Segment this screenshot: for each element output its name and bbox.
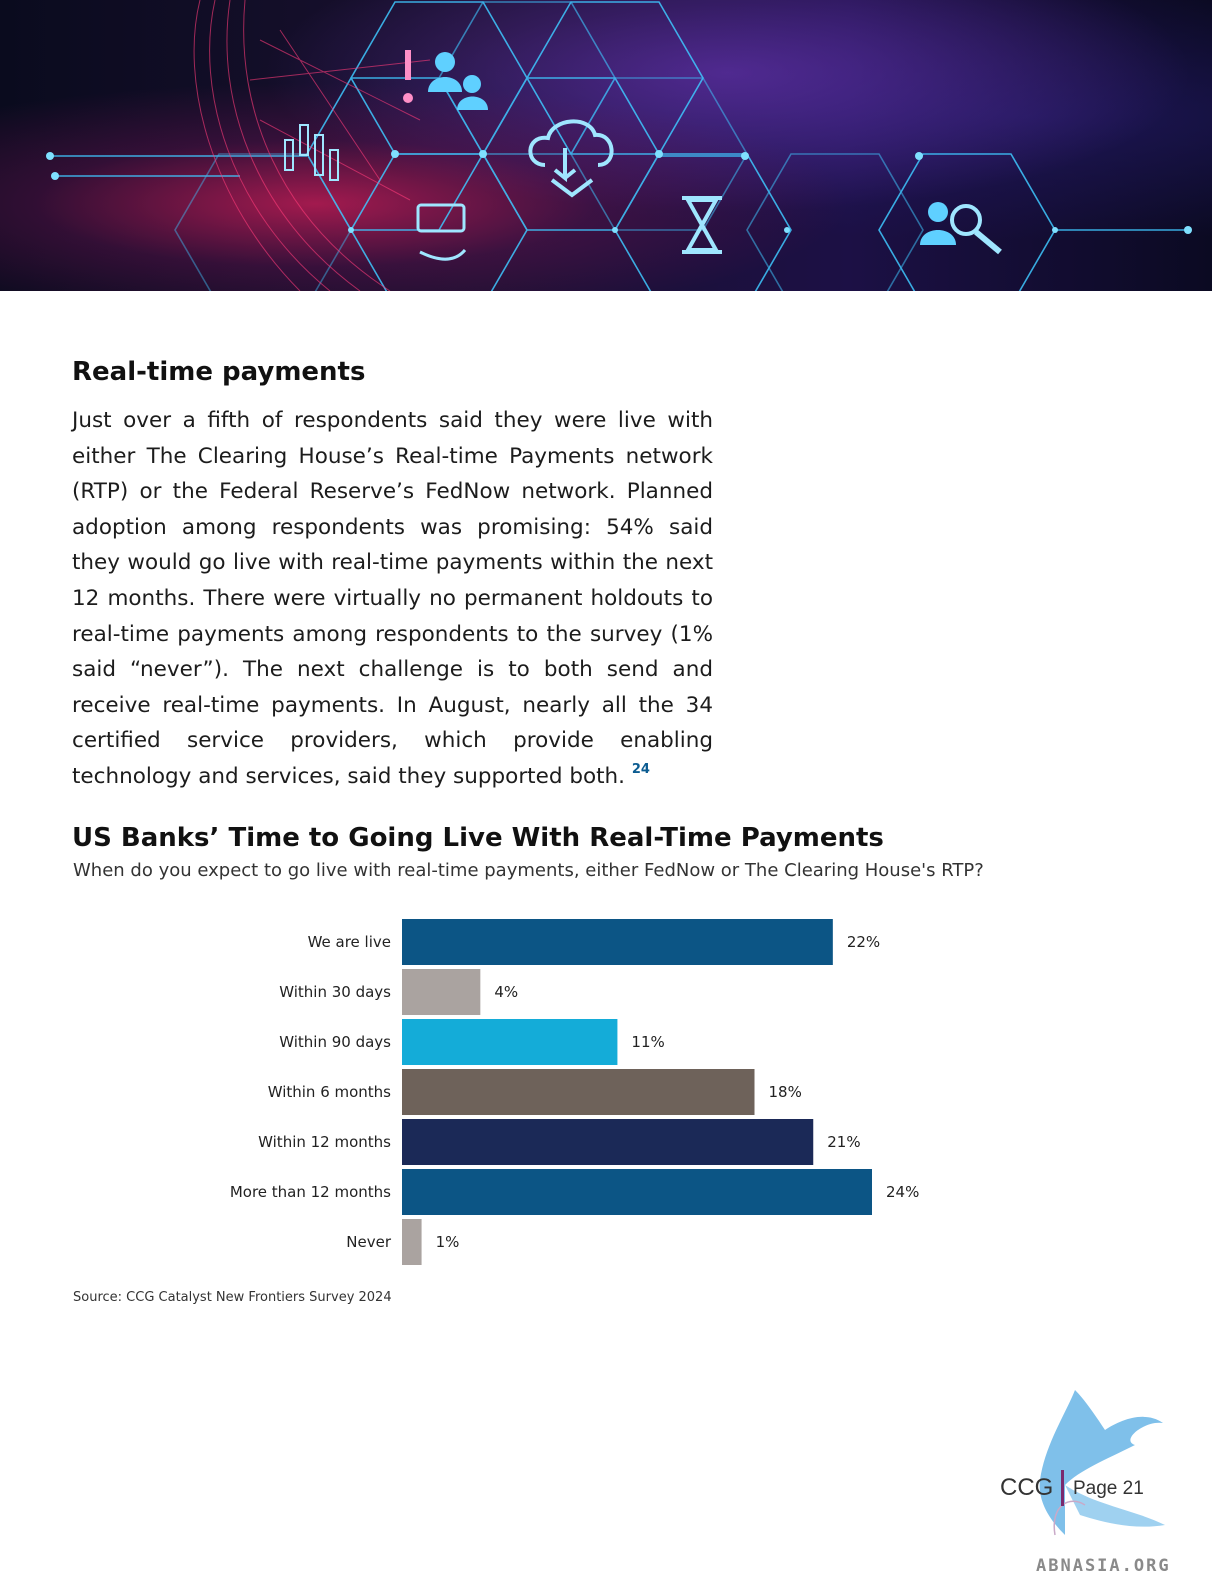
money-stack-icon: [416, 203, 467, 261]
chart-source: Source: CCG Catalyst New Frontiers Surve…: [73, 1290, 392, 1305]
value-label: 18%: [769, 1083, 802, 1101]
section-heading: Real-time payments: [72, 357, 366, 387]
hourglass-icon: [682, 196, 722, 254]
page-number: Page 21: [1073, 1478, 1144, 1499]
value-label: 4%: [494, 983, 518, 1001]
footer-divider: [1061, 1470, 1064, 1506]
value-label: 1%: [436, 1233, 460, 1251]
footnote-link[interactable]: 24: [631, 761, 650, 777]
candlestick-chart-icon: [284, 124, 339, 181]
body-text: Just over a fifth of respondents said th…: [72, 408, 713, 789]
watermark: ABNASIA.ORG: [1036, 1556, 1171, 1576]
bar: [402, 1169, 872, 1215]
body-paragraph: Just over a fifth of respondents said th…: [72, 403, 713, 795]
value-label: 21%: [827, 1133, 860, 1151]
bar-chart: We are live 22% Within 30 days 4% Within 90 …: [230, 919, 919, 1265]
category-label: Within 30 days: [279, 983, 391, 1001]
category-label: Within 12 months: [258, 1133, 391, 1151]
user-search-icon: [920, 202, 1002, 255]
category-label: More than 12 months: [230, 1183, 391, 1201]
category-label: We are live: [308, 933, 391, 951]
bar: [402, 1119, 814, 1165]
bar: [402, 1019, 618, 1065]
bar: [402, 969, 481, 1015]
category-label: Never: [346, 1233, 392, 1251]
alert-icon: [403, 50, 413, 103]
category-label: Within 6 months: [268, 1083, 391, 1101]
bar: [402, 1219, 422, 1265]
people-icon: [428, 52, 488, 110]
griffin-logo: [1039, 1390, 1165, 1536]
bar: [402, 919, 833, 965]
value-label: 11%: [631, 1033, 664, 1051]
header-hero-image: [0, 0, 1212, 291]
chart-subtitle: When do you expect to go live with real-…: [73, 860, 984, 881]
value-label: 24%: [886, 1183, 919, 1201]
network-illustration: [46, 0, 1192, 291]
value-label: 22%: [847, 933, 880, 951]
bar: [402, 1069, 755, 1115]
footer-brand: CCG: [1000, 1474, 1054, 1501]
category-label: Within 90 days: [279, 1033, 391, 1051]
chart-title: US Banks’ Time to Going Live With Real-T…: [72, 823, 884, 853]
cloud-download-icon: [528, 119, 614, 198]
